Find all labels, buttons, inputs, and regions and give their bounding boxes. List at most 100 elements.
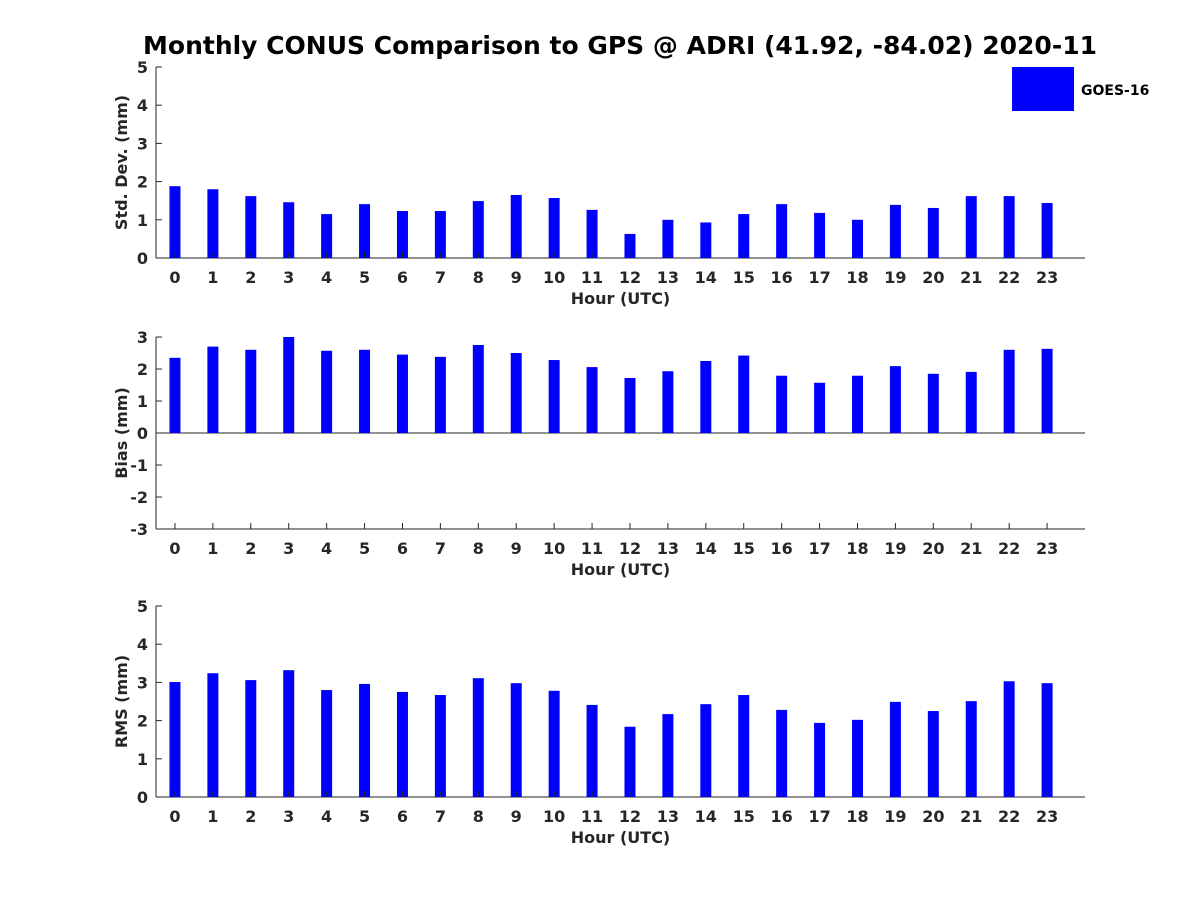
rms-bar — [359, 683, 371, 797]
rms-x-tick-label: 22 — [998, 807, 1020, 826]
bias-bar — [283, 337, 295, 433]
stddev-x-tick-label: 3 — [283, 268, 294, 287]
rms-x-tick-label: 8 — [473, 807, 484, 826]
stddev-x-tick-label: 10 — [543, 268, 565, 287]
stddev-x-axis-label: Hour (UTC) — [571, 289, 671, 308]
rms-bar — [396, 691, 408, 797]
stddev-x-tick-label: 13 — [657, 268, 679, 287]
stddev-y-tick-label: 5 — [137, 58, 148, 77]
stddev-y-tick-label: 4 — [137, 96, 148, 115]
rms-bar — [548, 690, 560, 797]
bias-bar — [548, 360, 560, 433]
stddev-x-tick-label: 21 — [960, 268, 982, 287]
rms-x-tick-label: 2 — [245, 807, 256, 826]
rms-y-tick-label: 5 — [137, 597, 148, 616]
rms-bar — [814, 722, 826, 797]
bias-x-tick-label: 6 — [397, 539, 408, 558]
rms-y-axis-label: RMS (mm) — [112, 655, 131, 748]
stddev-bar — [776, 204, 788, 258]
stddev-x-tick-label: 20 — [922, 268, 944, 287]
stddev-y-axis-label: Std. Dev. (mm) — [112, 95, 131, 230]
bias-bar — [321, 350, 333, 433]
bias-y-tick-label: 1 — [137, 392, 148, 411]
bias-x-tick-label: 17 — [808, 539, 830, 558]
rms-y-tick-label: 2 — [137, 712, 148, 731]
bias-bar — [700, 361, 712, 433]
bias-x-tick-label: 3 — [283, 539, 294, 558]
rms-bar — [927, 711, 939, 797]
rms-bar — [434, 695, 446, 797]
rms-bar — [851, 719, 863, 797]
rms-y-tick-label: 0 — [137, 788, 148, 807]
rms-bar — [1041, 683, 1053, 797]
rms-x-tick-label: 14 — [695, 807, 717, 826]
bias-x-tick-label: 8 — [473, 539, 484, 558]
bias-x-tick-label: 15 — [733, 539, 755, 558]
rms-y-tick-label: 1 — [137, 750, 148, 769]
rms-bar — [586, 704, 598, 797]
stddev-bar — [586, 209, 598, 258]
stddev-x-tick-label: 12 — [619, 268, 641, 287]
bias-x-tick-label: 12 — [619, 539, 641, 558]
legend-label: GOES-16 — [1081, 83, 1149, 99]
bias-bar — [434, 356, 446, 433]
rms-x-tick-label: 12 — [619, 807, 641, 826]
stddev-x-tick-label: 18 — [846, 268, 868, 287]
rms-bar — [1003, 681, 1015, 797]
rms-x-tick-label: 6 — [397, 807, 408, 826]
rms-x-tick-label: 23 — [1036, 807, 1058, 826]
stddev-bar — [624, 233, 636, 258]
stddev-bar — [927, 207, 939, 258]
stddev-x-tick-label: 5 — [359, 268, 370, 287]
legend: GOES-16 — [1012, 67, 1149, 111]
stddev-x-tick-label: 23 — [1036, 268, 1058, 287]
stddev-x-tick-label: 22 — [998, 268, 1020, 287]
stddev-x-tick-label: 1 — [207, 268, 218, 287]
rms-bar — [169, 682, 181, 797]
rms-bar — [700, 704, 712, 797]
rms-bar — [245, 680, 257, 797]
bias-x-tick-label: 21 — [960, 539, 982, 558]
stddev-x-tick-label: 4 — [321, 268, 332, 287]
stddev-bar — [510, 194, 522, 258]
bias-y-tick-label: -2 — [130, 488, 148, 507]
rms-x-tick-label: 3 — [283, 807, 294, 826]
bias-x-tick-label: 18 — [846, 539, 868, 558]
figure-title: Monthly CONUS Comparison to GPS @ ADRI (… — [143, 31, 1097, 60]
stddev-x-tick-label: 17 — [808, 268, 830, 287]
stddev-x-tick-label: 19 — [884, 268, 906, 287]
rms-bar — [776, 709, 788, 797]
rms-x-tick-label: 20 — [922, 807, 944, 826]
rms-bar — [510, 683, 522, 797]
rms-bar — [965, 701, 977, 797]
bias-bar — [359, 349, 371, 433]
stddev-x-tick-label: 8 — [473, 268, 484, 287]
legend-swatch — [1012, 67, 1074, 111]
stddev-x-tick-label: 16 — [771, 268, 793, 287]
rms-x-tick-label: 1 — [207, 807, 218, 826]
stddev-bar — [1003, 196, 1015, 258]
stddev-bar — [889, 204, 901, 258]
rms-bar — [624, 726, 636, 797]
rms-x-tick-label: 0 — [169, 807, 180, 826]
stddev-x-tick-label: 15 — [733, 268, 755, 287]
rms-x-tick-label: 7 — [435, 807, 446, 826]
rms-x-tick-label: 11 — [581, 807, 603, 826]
bias-x-tick-label: 5 — [359, 539, 370, 558]
rms-y-tick-label: 4 — [137, 635, 148, 654]
stddev-bar — [472, 201, 484, 258]
rms-bar — [283, 670, 295, 797]
stddev-bar — [851, 219, 863, 258]
bias-bar — [662, 371, 674, 433]
bias-bar — [472, 345, 484, 433]
bias-y-tick-label: 2 — [137, 360, 148, 379]
bias-bar — [245, 349, 257, 433]
bias-bar — [851, 375, 863, 433]
stddev-bar — [738, 214, 750, 258]
bias-bar — [1041, 348, 1053, 433]
rms-x-tick-label: 17 — [808, 807, 830, 826]
bias-bar — [889, 366, 901, 433]
